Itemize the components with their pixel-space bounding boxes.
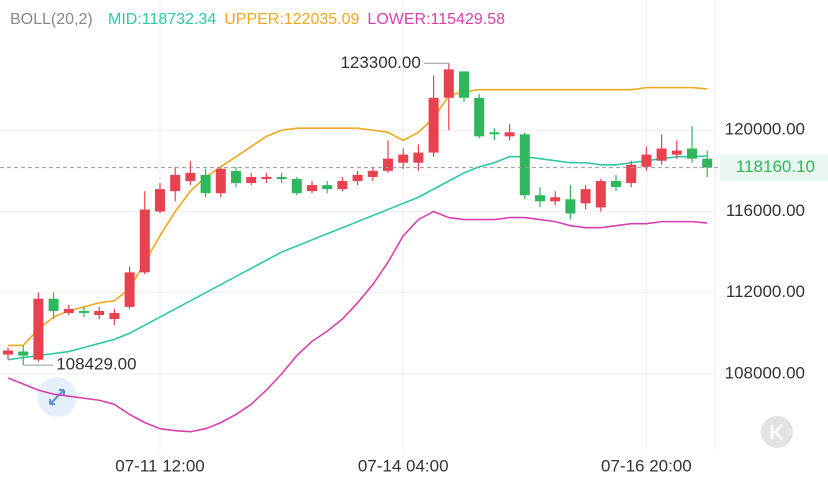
min-marker-label: 108429.00 bbox=[56, 355, 136, 374]
candle-body bbox=[63, 308, 74, 313]
collapse-icon bbox=[770, 424, 783, 440]
expand-icon bbox=[49, 389, 65, 405]
candle-body bbox=[261, 176, 272, 179]
candle-body bbox=[671, 150, 682, 155]
last-price-label: 118160.10 bbox=[736, 157, 815, 176]
candle-body bbox=[565, 199, 576, 214]
candle-body bbox=[18, 351, 29, 356]
max-marker-label: 123300.00 bbox=[340, 53, 420, 72]
candle-body bbox=[641, 154, 652, 167]
collapse-button[interactable] bbox=[761, 416, 793, 448]
y-tick-label: 120000.00 bbox=[725, 120, 805, 139]
candle-body bbox=[155, 189, 165, 212]
candle-body bbox=[383, 158, 393, 171]
candle-body bbox=[580, 189, 591, 204]
band-line bbox=[7, 155, 708, 361]
candle-body bbox=[489, 132, 500, 135]
candle-body bbox=[413, 152, 424, 163]
y-tick-label: 112000.00 bbox=[726, 282, 805, 301]
candle-body bbox=[124, 272, 135, 307]
band-line bbox=[8, 86, 708, 347]
last-price-box bbox=[720, 154, 828, 181]
candle-body bbox=[322, 185, 333, 190]
candle-body bbox=[185, 172, 196, 182]
legend-entry: MID:118732.34 bbox=[108, 11, 216, 28]
candle-body bbox=[595, 181, 606, 208]
candle-body bbox=[352, 174, 363, 182]
candle-body bbox=[139, 209, 150, 273]
band-line bbox=[7, 210, 708, 433]
legend-entry: LOWER:115429.58 bbox=[367, 11, 505, 28]
candle-body bbox=[337, 181, 348, 190]
candle-body bbox=[459, 71, 469, 98]
candle-body bbox=[170, 174, 181, 192]
candle-body bbox=[3, 350, 13, 355]
candle-body bbox=[656, 148, 667, 161]
candle-body bbox=[611, 181, 621, 188]
candle-body bbox=[94, 310, 105, 315]
candle-body bbox=[367, 170, 378, 177]
indicator-title: BOLL(20,2) bbox=[10, 11, 93, 28]
x-tick-label: 07-16 20:00 bbox=[601, 456, 692, 475]
candle-body bbox=[307, 185, 317, 192]
candle-body bbox=[702, 158, 713, 168]
candle-body bbox=[109, 312, 120, 320]
candle-body bbox=[504, 132, 515, 137]
y-tick-label: 116000.00 bbox=[726, 201, 805, 220]
candle-body bbox=[428, 97, 439, 153]
candle-body bbox=[398, 154, 409, 163]
candle-body bbox=[79, 310, 89, 313]
candle-body bbox=[215, 168, 226, 194]
candle-body bbox=[291, 178, 302, 194]
candle-body bbox=[443, 69, 454, 98]
candle-body bbox=[626, 164, 637, 184]
candle-body bbox=[519, 134, 530, 196]
candle-body bbox=[48, 298, 59, 311]
candle-body bbox=[550, 197, 561, 202]
y-tick-label: 108000.00 bbox=[725, 363, 805, 382]
candle-body bbox=[231, 170, 241, 184]
candle-body bbox=[276, 176, 287, 179]
x-tick-label: 07-11 12:00 bbox=[115, 456, 204, 475]
candle-body bbox=[33, 298, 44, 360]
candle-body bbox=[246, 176, 257, 184]
candle-body bbox=[687, 148, 697, 159]
candle-body bbox=[200, 174, 211, 194]
x-tick-label: 07-14 04:00 bbox=[358, 456, 449, 475]
candle-body bbox=[535, 195, 545, 202]
candle-body bbox=[474, 97, 485, 137]
legend-entry: UPPER:122035.09 bbox=[224, 11, 359, 28]
